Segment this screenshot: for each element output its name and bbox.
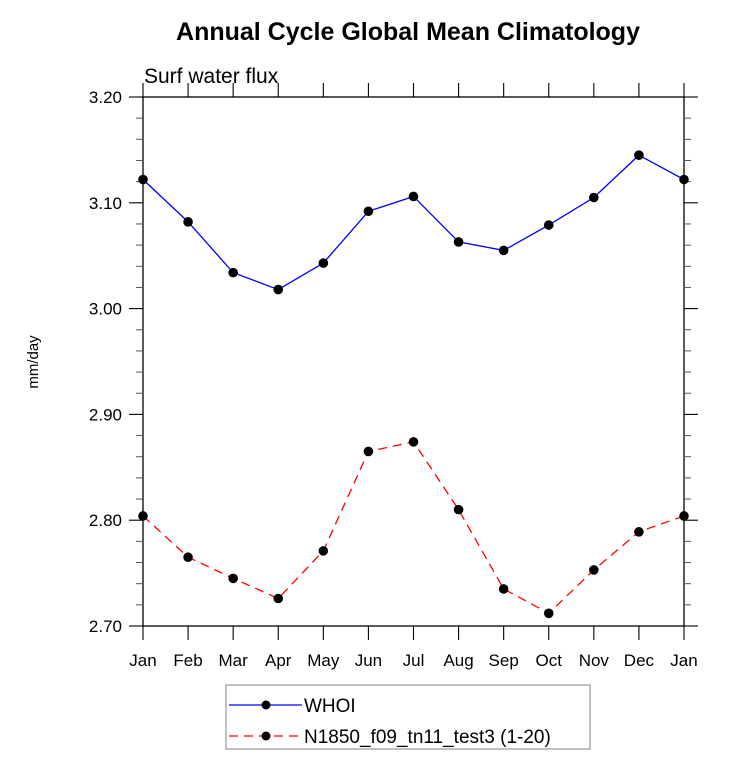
x-tick-label: Jan <box>129 651 156 670</box>
data-point-1 <box>589 565 599 575</box>
x-tick-label: Sep <box>489 651 519 670</box>
y-tick-label: 3.20 <box>89 88 122 107</box>
data-point-1 <box>138 511 148 521</box>
data-point-0 <box>228 267 238 278</box>
data-point-1 <box>318 546 329 556</box>
plot-frame <box>142 96 685 627</box>
data-point-0 <box>543 220 554 230</box>
data-point-1 <box>543 608 554 619</box>
y-tick-label: 3.10 <box>89 194 122 213</box>
x-tick-label: May <box>307 651 340 670</box>
data-point-0 <box>273 284 284 295</box>
legend-box <box>225 684 591 750</box>
x-tick-label: Feb <box>173 651 202 670</box>
data-point-0 <box>138 174 148 185</box>
x-tick-label: Jun <box>355 651 382 670</box>
x-tick-label: Nov <box>579 651 610 670</box>
data-point-1 <box>183 552 193 563</box>
data-point-1 <box>634 527 644 537</box>
legend: WHOI N1850_f09_tn11_test3 (1-20) <box>225 684 591 750</box>
data-point-1 <box>453 504 464 515</box>
data-point-1 <box>228 573 238 584</box>
x-tick-label: Aug <box>443 651 473 670</box>
legend-marker-n1850 <box>261 731 271 741</box>
x-tick-label: Dec <box>624 651 655 670</box>
data-point-1 <box>273 593 284 604</box>
data-point-0 <box>589 192 599 203</box>
x-tick-label: Apr <box>265 651 292 670</box>
data-point-0 <box>363 206 374 217</box>
y-axis-label: mm/day <box>25 335 42 389</box>
x-tick-label: Mar <box>219 651 249 670</box>
axes: Jan Feb Mar Apr May Jun Jul Aug Sep Oct Nov Dec Jan 2… <box>89 83 698 670</box>
data-point-0 <box>318 258 329 268</box>
series-line-1 <box>142 441 685 615</box>
data-point-0 <box>408 191 419 202</box>
y-tick-label: 2.90 <box>89 405 122 424</box>
legend-label-n1850: N1850_f09_tn11_test3 (1-20) <box>304 727 551 748</box>
data-point-0 <box>498 245 509 256</box>
data-point-0 <box>634 150 644 160</box>
legend-marker-whoi <box>261 700 271 710</box>
series-layer <box>138 150 689 619</box>
chart-subtitle: Surf water flux <box>144 65 279 88</box>
y-tick-label: 3.00 <box>89 300 122 319</box>
x-tick-label: Oct <box>536 651 563 670</box>
data-point-0 <box>679 174 689 185</box>
y-tick-label: 2.70 <box>89 617 122 636</box>
data-point-1 <box>408 437 419 447</box>
x-tick-label: Jan <box>670 651 697 670</box>
data-point-0 <box>453 237 464 247</box>
data-point-1 <box>498 584 509 594</box>
data-point-1 <box>679 511 689 521</box>
x-tick-label: Jul <box>403 651 425 670</box>
series-line-0 <box>142 154 685 291</box>
data-point-1 <box>363 446 374 457</box>
data-point-0 <box>183 217 193 227</box>
legend-label-whoi: WHOI <box>304 696 356 717</box>
y-tick-label: 2.80 <box>89 511 122 530</box>
chart-title: Annual Cycle Global Mean Climatology <box>176 18 640 46</box>
